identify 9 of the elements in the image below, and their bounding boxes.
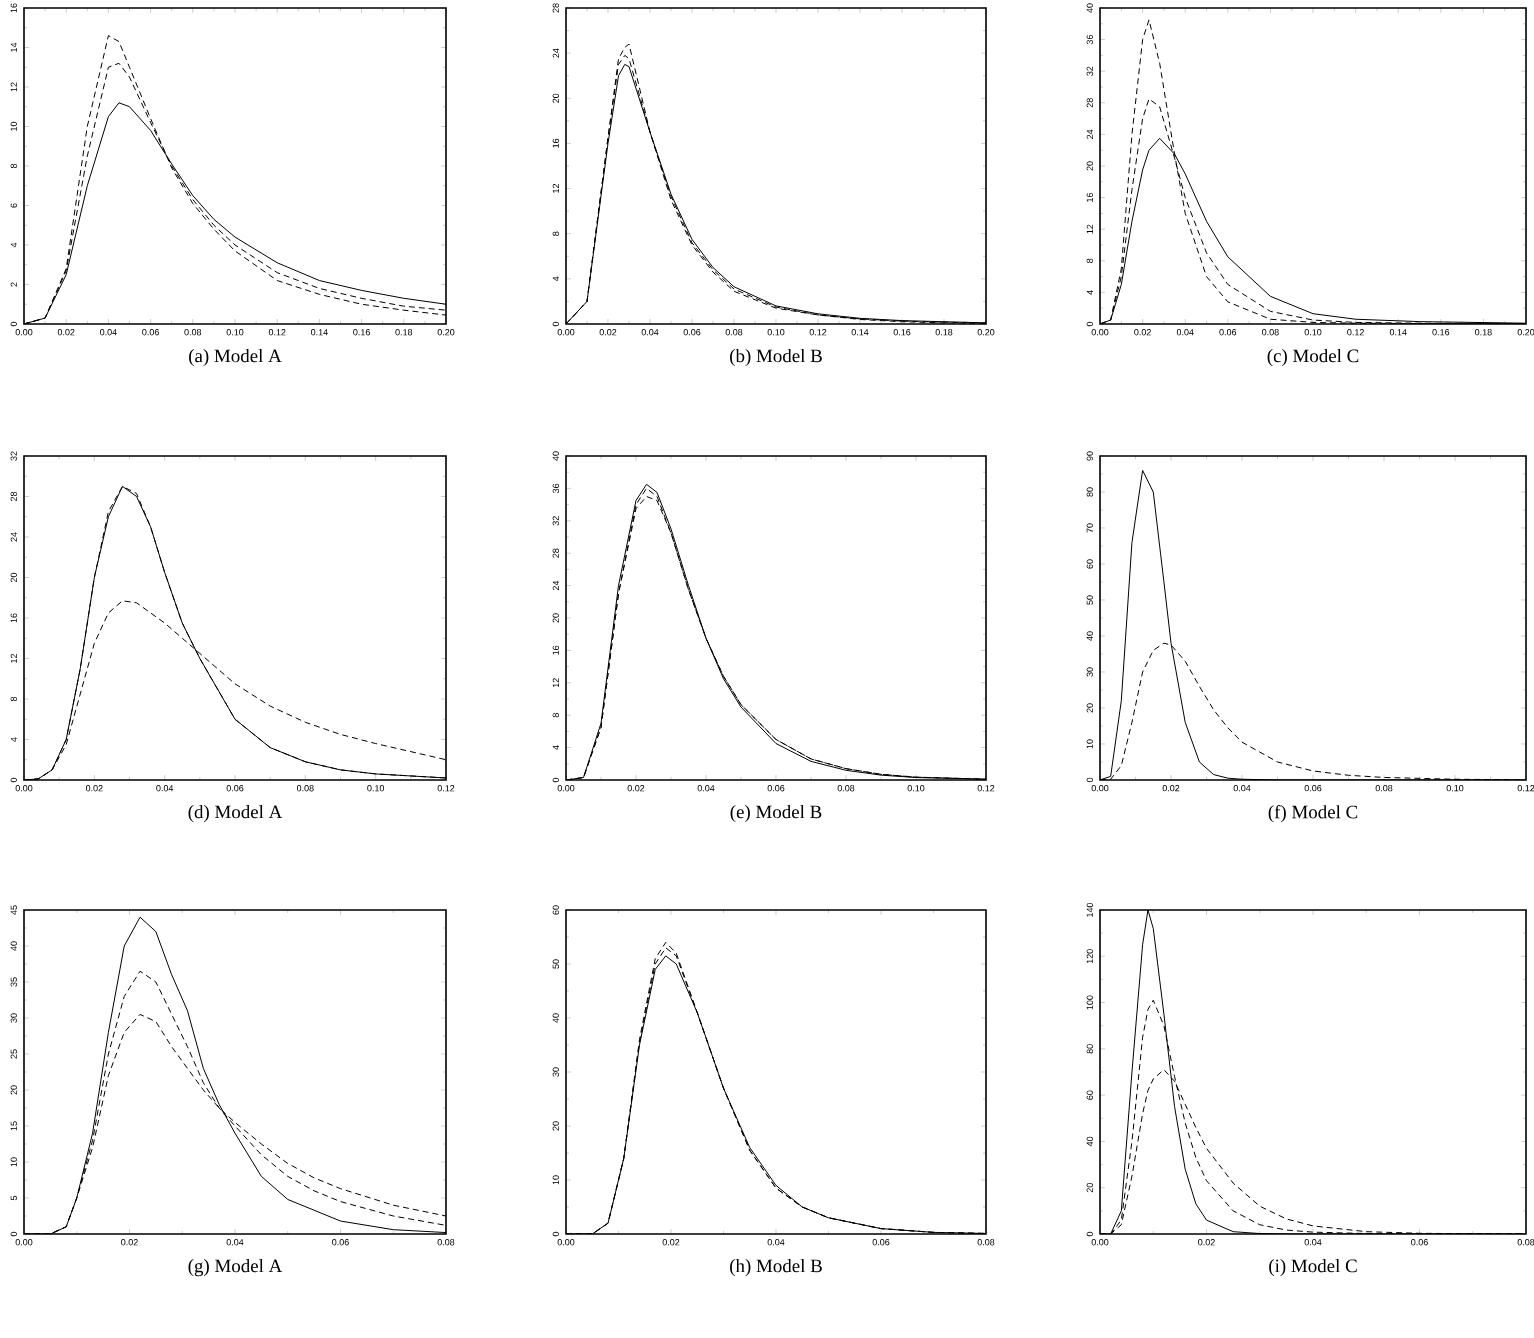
text: (e) Model B (730, 804, 822, 823)
text: (g) Model A (188, 1258, 283, 1277)
text: (b) Model B (730, 348, 822, 367)
text: (c) Model C (1267, 348, 1359, 367)
text: (f) Model C (1268, 804, 1358, 823)
text: (d) Model A (188, 804, 283, 823)
text: (i) Model C (1269, 1258, 1357, 1277)
text: (h) Model B (730, 1258, 822, 1277)
text: (a) Model A (189, 348, 282, 367)
